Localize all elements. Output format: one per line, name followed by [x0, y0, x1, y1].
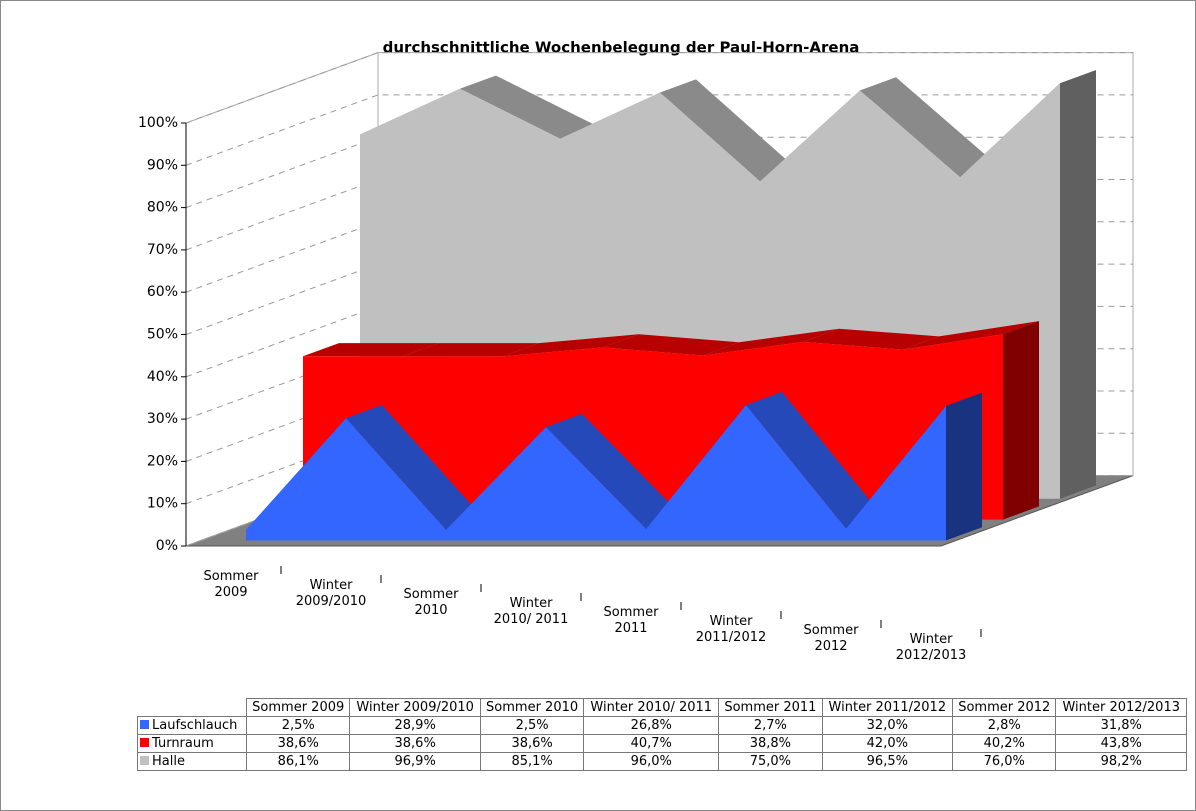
- table-cell: 38,6%: [349, 734, 481, 753]
- table-cell: 2,8%: [952, 716, 1057, 735]
- table-cell: 2,7%: [718, 716, 823, 735]
- table-cell: 40,7%: [583, 734, 720, 753]
- area-top: [860, 77, 996, 178]
- area-top: [603, 334, 739, 356]
- legend-entry: Halle: [136, 752, 248, 771]
- x-tick-label: Sommer 2012: [803, 623, 859, 654]
- table-cell: 38,8%: [718, 734, 823, 753]
- table-cell: 86,1%: [246, 752, 351, 771]
- table-cell: 42,0%: [821, 734, 954, 753]
- legend-label: Turnraum: [152, 736, 214, 751]
- table-cell: 96,5%: [821, 752, 954, 771]
- area-top: [803, 328, 939, 350]
- area-top: [660, 79, 796, 182]
- table-row: Laufschlauch 2,5% 28,9% 2,5% 26,8% 2,7% 32,0% 2…: [136, 716, 1187, 735]
- legend-swatch: [140, 738, 149, 747]
- area-side: [1003, 321, 1039, 520]
- table-cell: 96,0%: [583, 752, 720, 771]
- table-header: Winter 2012/2013: [1055, 698, 1187, 717]
- legend-swatch: [140, 720, 149, 729]
- x-tick-label: Winter 2010/ 2011: [493, 596, 569, 627]
- table-cell: 75,0%: [718, 752, 823, 771]
- table-cell: 85,1%: [479, 752, 585, 771]
- table-cell: 31,8%: [1055, 716, 1187, 735]
- area-top: [503, 334, 639, 357]
- table-row: Halle 86,1% 96,9% 85,1% 96,0% 75,0% 96,5% 76,0%…: [136, 752, 1187, 771]
- grid-line: [185, 52, 1133, 124]
- legend-entry: Laufschlauch: [136, 716, 248, 735]
- table-cell: 96,9%: [349, 752, 481, 771]
- table-header: Winter 2011/2012: [821, 698, 954, 717]
- table-cell: 76,0%: [952, 752, 1057, 771]
- table-row: Turnraum 38,6% 38,6% 38,6% 40,7% 38,8% 42,0% 40…: [136, 734, 1187, 753]
- table-cell: 32,0%: [821, 716, 954, 735]
- table-cell: 2,5%: [246, 716, 351, 735]
- table-cell: 2,5%: [479, 716, 585, 735]
- x-tick-label: Winter 2012/2013: [895, 632, 967, 663]
- x-tick-label: Winter 2011/2012: [695, 614, 767, 645]
- table-cell: 40,2%: [952, 734, 1057, 753]
- table-cell: 28,9%: [349, 716, 481, 735]
- legend-label: Halle: [152, 754, 185, 769]
- table-cell: 98,2%: [1055, 752, 1187, 771]
- table-header: Sommer 2009: [246, 698, 351, 717]
- y-tick-label: 0%: [156, 538, 178, 554]
- area-side: [1060, 70, 1096, 499]
- x-tick-label: Sommer 2011: [603, 605, 659, 636]
- chart: durchschnittliche Wochenbelegung der Pau…: [138, 39, 1134, 637]
- table-cell: 38,6%: [479, 734, 585, 753]
- area-top: [746, 391, 882, 529]
- y-tick-label: 30%: [147, 411, 178, 427]
- y-tick-label: 90%: [147, 157, 178, 173]
- area-top: [346, 405, 482, 530]
- table-header: Winter 2010/ 2011: [583, 698, 720, 717]
- table-header: Sommer 2010: [479, 698, 585, 717]
- x-tick-label: Sommer 2010: [403, 587, 459, 618]
- table-header: Sommer 2012: [952, 698, 1057, 717]
- area-side: [946, 392, 982, 541]
- table-header: Sommer 2011: [718, 698, 823, 717]
- area-top: [903, 321, 1039, 350]
- table-cell: 38,6%: [246, 734, 351, 753]
- x-tick-label: Sommer 2009: [203, 569, 259, 600]
- y-tick-label: 80%: [147, 200, 178, 216]
- area-top: [703, 328, 839, 356]
- y-tick-label: 60%: [147, 284, 178, 300]
- y-tick-label: 100%: [138, 115, 178, 131]
- table-header: Winter 2009/2010: [349, 698, 481, 717]
- legend-label: Laufschlauch: [152, 718, 238, 733]
- y-tick-label: 20%: [147, 453, 178, 469]
- area-top: [403, 343, 539, 357]
- area: [246, 405, 946, 541]
- y-tick-label: 10%: [147, 496, 178, 512]
- legend-swatch: [140, 756, 149, 765]
- data-table: Sommer 2009 Winter 2009/2010 Sommer 2010 Wi…: [136, 698, 1187, 771]
- y-tick-label: 50%: [147, 327, 178, 343]
- chart-title: durchschnittliche Wochenbelegung der Pau…: [383, 39, 860, 57]
- y-tick-label: 40%: [147, 369, 178, 385]
- y-tick-label: 70%: [147, 242, 178, 258]
- table-cell: 43,8%: [1055, 734, 1187, 753]
- area-top: [460, 75, 596, 139]
- table-cell: 26,8%: [583, 716, 720, 735]
- area-top: [303, 343, 439, 357]
- legend-entry: Turnraum: [136, 734, 248, 753]
- area-top: [546, 413, 682, 530]
- x-tick-label: Winter 2009/2010: [295, 578, 367, 609]
